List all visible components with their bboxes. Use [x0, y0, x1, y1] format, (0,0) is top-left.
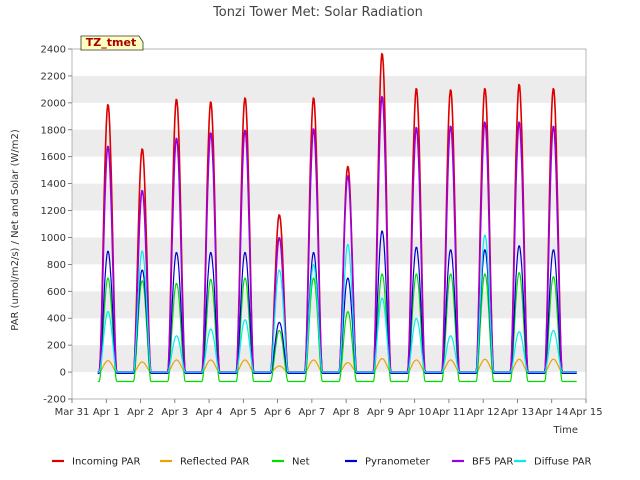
- x-tick-label: Apr 9: [367, 407, 394, 418]
- x-tick-label: Apr 8: [333, 407, 360, 418]
- x-tick-label: Apr 3: [161, 407, 188, 418]
- y-tick-label: 200: [47, 341, 66, 352]
- y-tick-label: 1000: [41, 233, 66, 244]
- x-tick-label: Apr 1: [93, 407, 120, 418]
- grid-band: [72, 291, 586, 319]
- y-tick-label: 0: [60, 368, 66, 379]
- badge-box: [80, 35, 144, 51]
- series-line: [97, 234, 577, 373]
- x-tick-label: Apr 5: [230, 407, 257, 418]
- grid-band: [72, 237, 586, 265]
- y-tick-label: 800: [47, 260, 66, 271]
- x-tick-label: Apr 4: [196, 407, 223, 418]
- legend-label: Diffuse PAR: [534, 457, 591, 468]
- y-axis-label: PAR (umol/m2/s) / Net and Solar (W/m2): [10, 129, 21, 331]
- y-tick-label: 1600: [41, 152, 66, 163]
- y-tick-label: 400: [47, 314, 66, 325]
- y-axis-ticks: -200 0 200 400 600 800 1000 1200 1400 1600 1800 200…: [41, 45, 72, 406]
- badge-label: TZ_tmet: [86, 36, 136, 49]
- x-axis-ticks: Mar 31 Apr 1 Apr 2 Apr 3 Apr 4 Apr 5 Apr 6 Apr …: [55, 399, 603, 418]
- x-tick-label: Apr 2: [127, 407, 154, 418]
- y-tick-label: 1400: [41, 179, 66, 190]
- x-axis-label: Time: [553, 425, 578, 436]
- grid-band: [72, 183, 586, 211]
- grid-band: [72, 345, 586, 373]
- y-tick-label: 2000: [41, 98, 66, 109]
- x-tick-label: Apr 12: [467, 407, 500, 418]
- legend: Incoming PAR Reflected PAR Net Pyranometer B…: [52, 457, 591, 468]
- station-badge: TZ_tmet: [80, 35, 144, 51]
- legend-label: BF5 PAR: [472, 457, 513, 468]
- legend-label: Incoming PAR: [72, 457, 141, 468]
- y-tick-label: -200: [43, 395, 66, 406]
- grid-bands: [72, 75, 586, 373]
- y-tick-label: 2400: [41, 45, 66, 56]
- y-tick-label: 1200: [41, 206, 66, 217]
- series-line: [97, 230, 577, 374]
- x-tick-label: Apr 13: [501, 407, 534, 418]
- series-line: [97, 272, 577, 383]
- y-tick-label: 600: [47, 287, 66, 298]
- chart-title: Tonzi Tower Met: Solar Radiation: [212, 5, 423, 20]
- series-lines: [97, 52, 577, 383]
- x-tick-label: Apr 7: [298, 407, 325, 418]
- plot-frame: [71, 48, 587, 400]
- legend-label: Reflected PAR: [180, 457, 249, 468]
- y-tick-label: 2200: [41, 71, 66, 82]
- x-tick-label: Apr 15: [569, 407, 602, 418]
- x-tick-label: Mar 31: [55, 407, 90, 418]
- x-tick-label: Apr 10: [398, 407, 431, 418]
- legend-label: Pyranometer: [365, 457, 431, 468]
- legend-label: Net: [292, 457, 310, 468]
- x-tick-label: Apr 6: [264, 407, 291, 418]
- x-tick-label: Apr 11: [432, 407, 465, 418]
- y-tick-label: 1800: [41, 125, 66, 136]
- x-tick-label: Apr 14: [535, 407, 568, 418]
- grid-band: [72, 129, 586, 157]
- grid-band: [72, 75, 586, 103]
